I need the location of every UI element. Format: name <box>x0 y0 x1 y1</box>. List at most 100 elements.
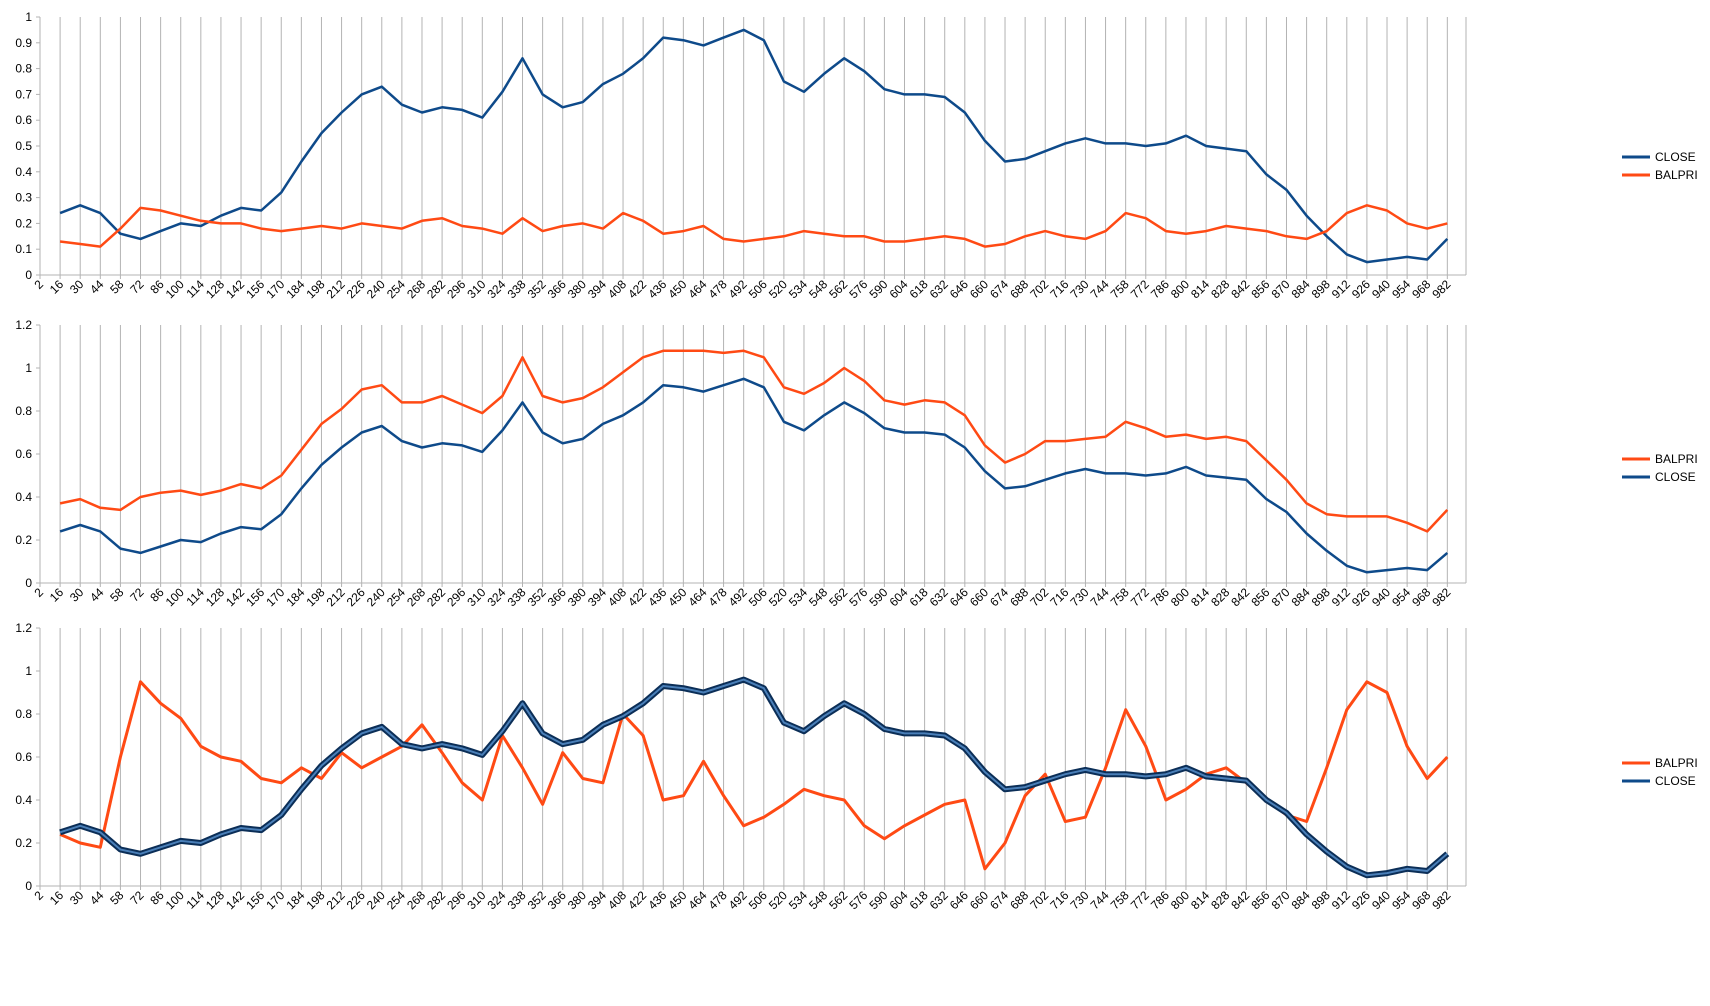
x-tick-label: 646 <box>947 585 971 609</box>
y-tick-label: 0.8 <box>15 62 32 76</box>
x-tick-label: 422 <box>625 888 649 912</box>
x-tick-label: 100 <box>163 888 187 912</box>
x-tick-label: 730 <box>1068 277 1092 301</box>
x-tick-label: 296 <box>444 888 468 912</box>
y-tick-label: 0.8 <box>15 404 32 418</box>
x-tick-label: 44 <box>87 888 107 908</box>
x-tick-label: 842 <box>1228 277 1252 301</box>
x-tick-label: 394 <box>585 888 609 912</box>
x-tick-label: 674 <box>987 888 1011 912</box>
x-tick-label: 506 <box>746 888 770 912</box>
x-tick-label: 282 <box>424 585 448 609</box>
legend-label-balpri: BALPRI <box>1655 756 1698 770</box>
x-tick-label: 310 <box>464 585 488 609</box>
x-tick-label: 982 <box>1429 888 1453 912</box>
x-tick-label: 156 <box>243 585 267 609</box>
y-tick-label: 0.3 <box>15 191 32 205</box>
x-tick-label: 492 <box>726 888 750 912</box>
x-tick-label: 548 <box>806 277 830 301</box>
x-tick-label: 912 <box>1329 888 1353 912</box>
x-tick-label: 170 <box>263 585 287 609</box>
x-tick-label: 30 <box>67 888 87 908</box>
x-tick-label: 576 <box>846 277 870 301</box>
x-tick-label: 30 <box>67 277 87 297</box>
x-tick-label: 716 <box>1047 585 1071 609</box>
x-tick-label: 240 <box>364 888 388 912</box>
x-tick-label: 534 <box>786 888 810 912</box>
x-tick-label: 450 <box>665 585 689 609</box>
x-tick-label: 912 <box>1329 277 1353 301</box>
y-tick-label: 1.2 <box>15 621 32 635</box>
x-tick-label: 786 <box>1148 277 1172 301</box>
x-tick-label: 828 <box>1208 888 1232 912</box>
x-tick-label: 170 <box>263 277 287 301</box>
y-tick-label: 0.4 <box>15 490 32 504</box>
y-tick-label: 1 <box>25 10 32 24</box>
x-tick-label: 492 <box>726 277 750 301</box>
x-tick-label: 618 <box>907 888 931 912</box>
x-tick-label: 730 <box>1068 888 1092 912</box>
x-tick-label: 380 <box>565 888 589 912</box>
x-tick-label: 16 <box>47 277 67 297</box>
x-tick-label: 758 <box>1108 888 1132 912</box>
chart-1: 0 0.1 0.2 0.3 0.4 0.5 0.6 0.7 0.8 0.9 1 2 16 30 44 58 72… <box>15 10 1697 301</box>
x-tick-label: 604 <box>887 277 911 301</box>
x-tick-label: 2 <box>31 277 46 292</box>
x-tick-label: 800 <box>1168 277 1192 301</box>
x-tick-label: 268 <box>404 277 428 301</box>
x-tick-label: 954 <box>1389 585 1413 609</box>
x-tick-label: 758 <box>1108 277 1132 301</box>
x-tick-label: 44 <box>87 277 107 297</box>
x-tick-label: 716 <box>1047 277 1071 301</box>
x-tick-label: 940 <box>1369 888 1393 912</box>
x-tick-label: 44 <box>87 585 107 605</box>
x-tick-label: 968 <box>1409 585 1433 609</box>
x-tick-label: 884 <box>1289 888 1313 912</box>
x-tick-label: 688 <box>1007 888 1031 912</box>
chart-3: 00.20.40.60.811.22 16 30 44 58 72 861001141281… <box>15 621 1697 912</box>
x-tick-label: 562 <box>826 888 850 912</box>
x-tick-label: 478 <box>706 585 730 609</box>
x-tick-label: 982 <box>1429 585 1453 609</box>
x-tick-label: 240 <box>364 585 388 609</box>
x-tick-label: 58 <box>107 277 127 297</box>
x-tick-label: 226 <box>344 888 368 912</box>
x-tick-label: 884 <box>1289 585 1313 609</box>
x-tick-label: 786 <box>1148 585 1172 609</box>
x-tick-label: 870 <box>1269 888 1293 912</box>
x-tick-label: 520 <box>766 277 790 301</box>
x-tick-label: 408 <box>605 277 629 301</box>
y-tick-label: 1 <box>25 664 32 678</box>
y-tick-label: 0.5 <box>15 139 32 153</box>
x-tick-label: 338 <box>505 888 529 912</box>
x-tick-label: 618 <box>907 585 931 609</box>
series-line-close <box>59 377 1449 574</box>
x-tick-label: 506 <box>746 277 770 301</box>
x-tick-label: 2 <box>31 888 46 903</box>
x-tick-label: 436 <box>645 585 669 609</box>
x-tick-label: 408 <box>605 585 629 609</box>
x-tick-label: 940 <box>1369 585 1393 609</box>
x-tick-label: 688 <box>1007 277 1031 301</box>
x-tick-label: 926 <box>1349 888 1373 912</box>
x-tick-label: 30 <box>67 585 87 605</box>
x-tick-label: 632 <box>927 888 951 912</box>
x-tick-label: 954 <box>1389 277 1413 301</box>
x-tick-label: 296 <box>444 277 468 301</box>
x-tick-label: 436 <box>645 888 669 912</box>
x-tick-label: 898 <box>1309 277 1333 301</box>
x-tick-label: 422 <box>625 585 649 609</box>
x-tick-label: 772 <box>1128 888 1152 912</box>
x-tick-label: 380 <box>565 277 589 301</box>
x-tick-label: 898 <box>1309 888 1333 912</box>
x-tick-label: 380 <box>565 585 589 609</box>
x-tick-label: 912 <box>1329 585 1353 609</box>
x-tick-label: 142 <box>223 585 247 609</box>
x-tick-label: 212 <box>324 585 348 609</box>
x-tick-label: 674 <box>987 277 1011 301</box>
x-tick-label: 394 <box>585 585 609 609</box>
x-tick-label: 884 <box>1289 277 1313 301</box>
x-tick-label: 114 <box>184 585 208 609</box>
x-tick-label: 212 <box>324 888 348 912</box>
